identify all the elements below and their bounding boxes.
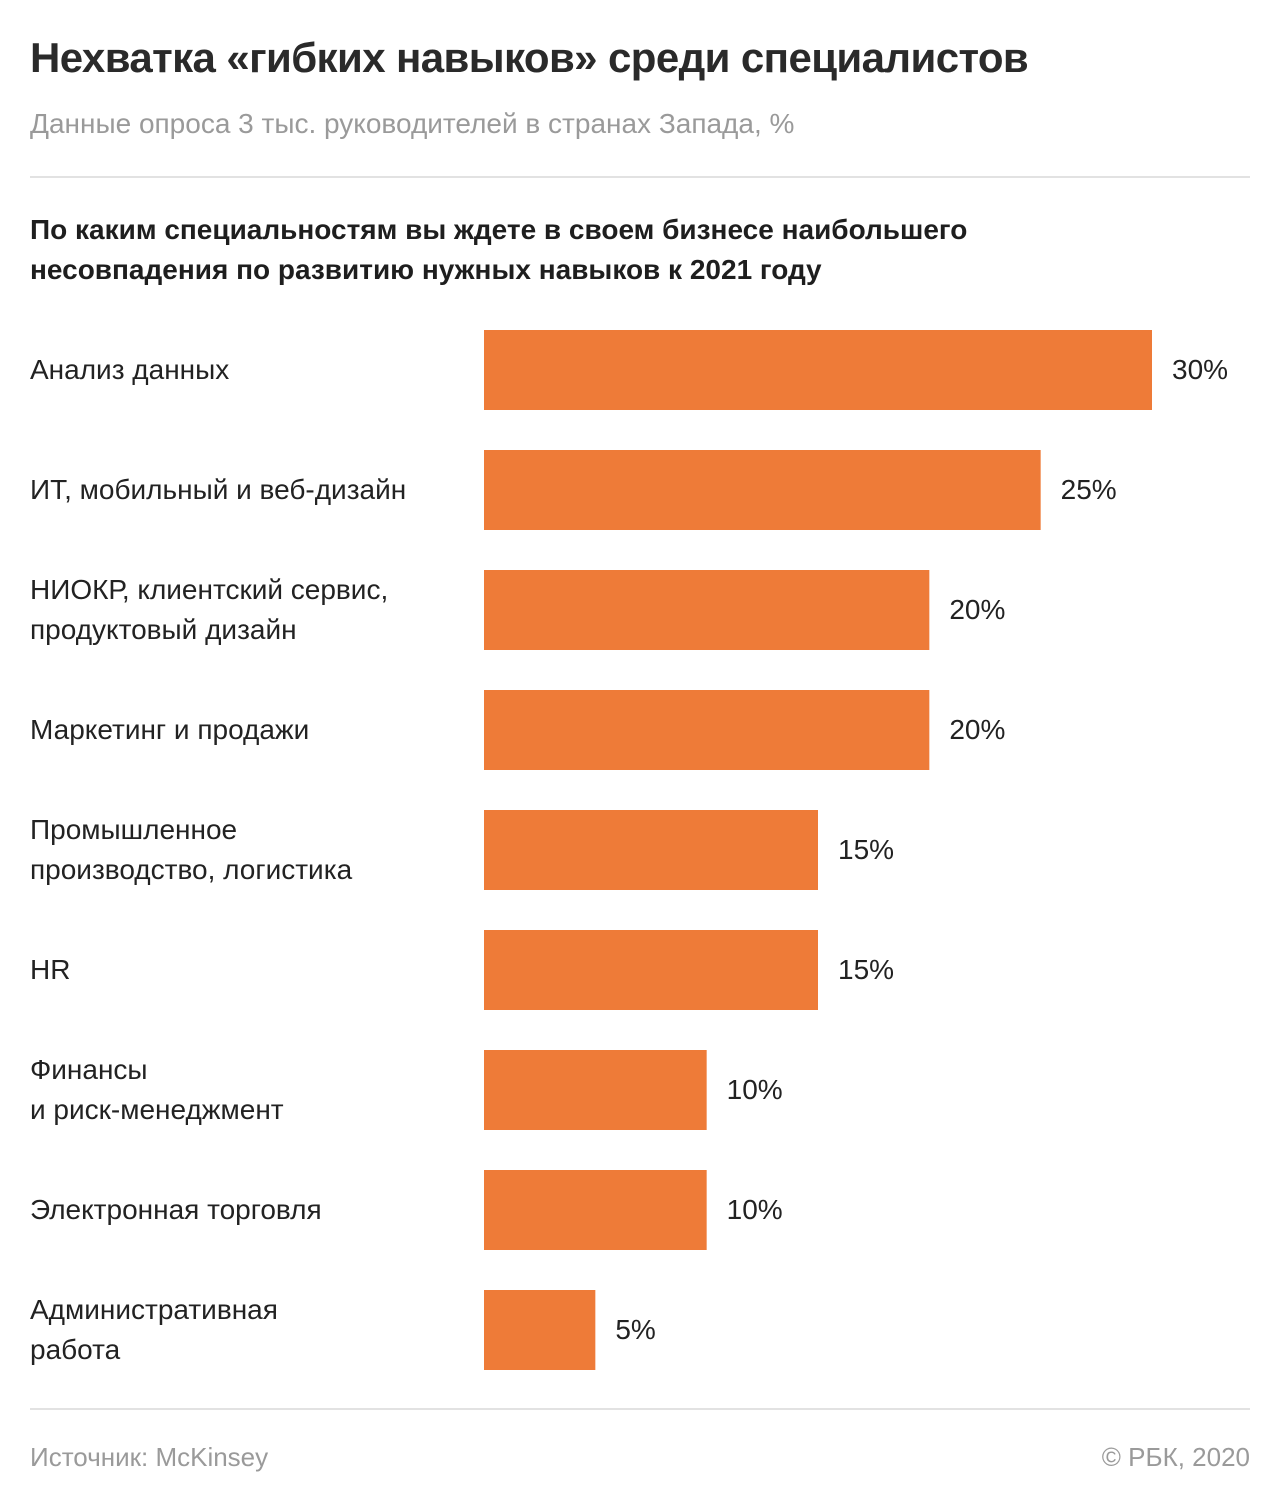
category-label: ИТ, мобильный и веб-дизайн bbox=[30, 474, 407, 505]
category-label: НИОКР, клиентский сервис, продуктовый ди… bbox=[30, 574, 389, 645]
category-label: Финансы и риск-менеджмент bbox=[30, 1054, 284, 1125]
divider bbox=[30, 176, 1250, 178]
bar bbox=[484, 1290, 596, 1370]
source: Источник: McKinsey bbox=[30, 1442, 269, 1472]
question: По каким специальностям вы ждете в своем… bbox=[30, 214, 968, 285]
category-label: Административная работа bbox=[30, 1294, 278, 1365]
category-label: Промышленное производство, логистика bbox=[30, 814, 353, 885]
bar bbox=[484, 1170, 707, 1250]
bar bbox=[484, 330, 1152, 410]
category-label: HR bbox=[30, 954, 71, 985]
category-label: Маркетинг и продажи bbox=[30, 714, 310, 745]
bar bbox=[484, 1050, 707, 1130]
value-label: 25% bbox=[1060, 474, 1117, 505]
bar bbox=[484, 690, 930, 770]
value-label: 10% bbox=[726, 1194, 783, 1225]
value-label: 10% bbox=[726, 1074, 783, 1105]
divider bbox=[30, 1408, 1250, 1410]
value-label: 5% bbox=[615, 1314, 656, 1345]
chart-title: Нехватка «гибких навыков» среди специали… bbox=[30, 34, 1029, 81]
bar bbox=[484, 930, 818, 1010]
value-label: 15% bbox=[838, 834, 895, 865]
copyright: © РБК, 2020 bbox=[1101, 1442, 1250, 1472]
bar bbox=[484, 810, 818, 890]
value-label: 20% bbox=[949, 594, 1006, 625]
bar bbox=[484, 570, 930, 650]
category-label: Электронная торговля bbox=[30, 1194, 322, 1225]
value-label: 20% bbox=[949, 714, 1006, 745]
value-label: 30% bbox=[1172, 354, 1229, 385]
bar bbox=[484, 450, 1041, 530]
chart-subtitle: Данные опроса 3 тыс. руководителей в стр… bbox=[30, 108, 795, 139]
value-label: 15% bbox=[838, 954, 895, 985]
category-label: Анализ данных bbox=[30, 354, 230, 385]
